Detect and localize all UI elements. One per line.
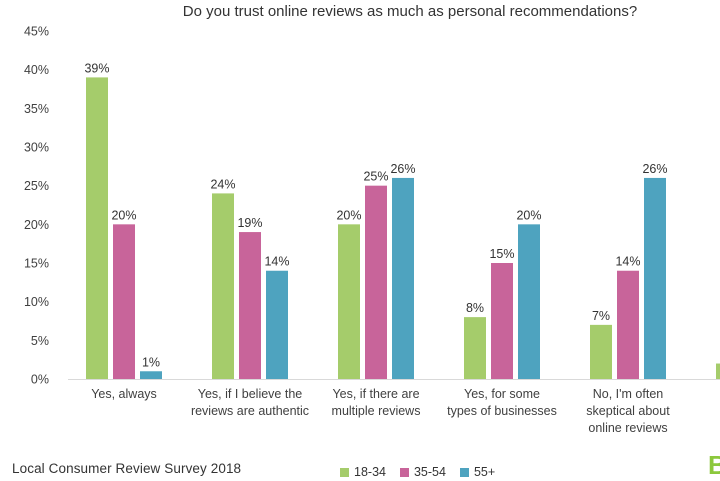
data-label: 20% bbox=[516, 208, 541, 222]
bar-35-54-4 bbox=[617, 270, 639, 379]
y-tick-label: 0% bbox=[31, 373, 49, 387]
data-label: 19% bbox=[237, 216, 262, 230]
category-label: Yes, always bbox=[91, 387, 157, 401]
bar-35-54-2 bbox=[365, 185, 387, 379]
y-tick-label: 25% bbox=[24, 179, 49, 193]
data-label: 26% bbox=[390, 162, 415, 176]
bar-18-34-3 bbox=[464, 317, 486, 379]
bar-55+-3 bbox=[518, 224, 540, 379]
bar-35-54-3 bbox=[491, 263, 513, 379]
category-label: online reviews bbox=[588, 421, 667, 435]
y-tick-label: 15% bbox=[24, 257, 49, 271]
data-label: 26% bbox=[642, 162, 667, 176]
category-label: No, I'm often bbox=[593, 387, 664, 401]
data-label: 14% bbox=[264, 255, 289, 269]
category-label: multiple reviews bbox=[332, 404, 421, 418]
chart-title: Do you trust online reviews as much as p… bbox=[182, 3, 638, 20]
bar-35-54-0 bbox=[113, 224, 135, 379]
bar-55+-4 bbox=[644, 177, 666, 379]
category-label: Yes, for some bbox=[464, 387, 540, 401]
legend-item-55plus: 55+ bbox=[459, 465, 496, 479]
y-tick-label: 5% bbox=[31, 334, 49, 348]
legend-item-35-54: 35-54 bbox=[399, 465, 446, 479]
legend-swatch-35-54 bbox=[399, 467, 409, 477]
data-label: 24% bbox=[210, 177, 235, 191]
legend-label-35-54: 35-54 bbox=[413, 465, 446, 479]
y-tick-label: 10% bbox=[24, 295, 49, 309]
bar-18-34-0 bbox=[86, 77, 108, 380]
data-label: 15% bbox=[489, 247, 514, 261]
legend-item-18-34: 18-34 bbox=[340, 465, 386, 479]
bar-55+-1 bbox=[266, 270, 288, 379]
legend-swatch-55plus bbox=[459, 467, 469, 477]
legend-label-18-34: 18-34 bbox=[354, 465, 386, 479]
bar-18-34-1 bbox=[212, 193, 234, 379]
data-label: 7% bbox=[592, 309, 610, 323]
y-tick-label: 30% bbox=[24, 141, 49, 155]
data-label: 1% bbox=[142, 355, 160, 369]
legend: 18-34 35-54 55+ bbox=[340, 465, 495, 479]
category-label: types of businesses bbox=[447, 404, 557, 418]
category-label: skeptical about bbox=[586, 404, 670, 418]
category-label: reviews are authentic bbox=[191, 404, 309, 418]
y-tick-label: 40% bbox=[24, 63, 49, 77]
legend-label-55plus: 55+ bbox=[473, 465, 496, 479]
data-label: 8% bbox=[466, 301, 484, 315]
data-label: 20% bbox=[111, 208, 136, 222]
bar-55+-0 bbox=[140, 371, 162, 379]
y-tick-label: 20% bbox=[24, 218, 49, 232]
y-tick-label: 45% bbox=[24, 25, 49, 39]
bar-18-34-5 bbox=[716, 363, 720, 379]
category-label: Yes, if there are bbox=[332, 387, 419, 401]
bar-18-34-4 bbox=[590, 324, 612, 379]
category-label: Yes, if I believe the bbox=[198, 387, 303, 401]
bar-18-34-2 bbox=[338, 224, 360, 379]
data-label: 20% bbox=[336, 208, 361, 222]
bar-35-54-1 bbox=[239, 232, 261, 379]
y-tick-label: 35% bbox=[24, 102, 49, 116]
source-caption: Local Consumer Review Survey 2018 bbox=[12, 461, 242, 476]
data-label: 25% bbox=[363, 170, 388, 184]
data-label: 14% bbox=[615, 255, 640, 269]
legend-swatch-18-34 bbox=[340, 467, 349, 477]
data-label: 39% bbox=[84, 61, 109, 75]
brand-logo: B bbox=[708, 450, 720, 480]
bar-55+-2 bbox=[392, 177, 414, 379]
